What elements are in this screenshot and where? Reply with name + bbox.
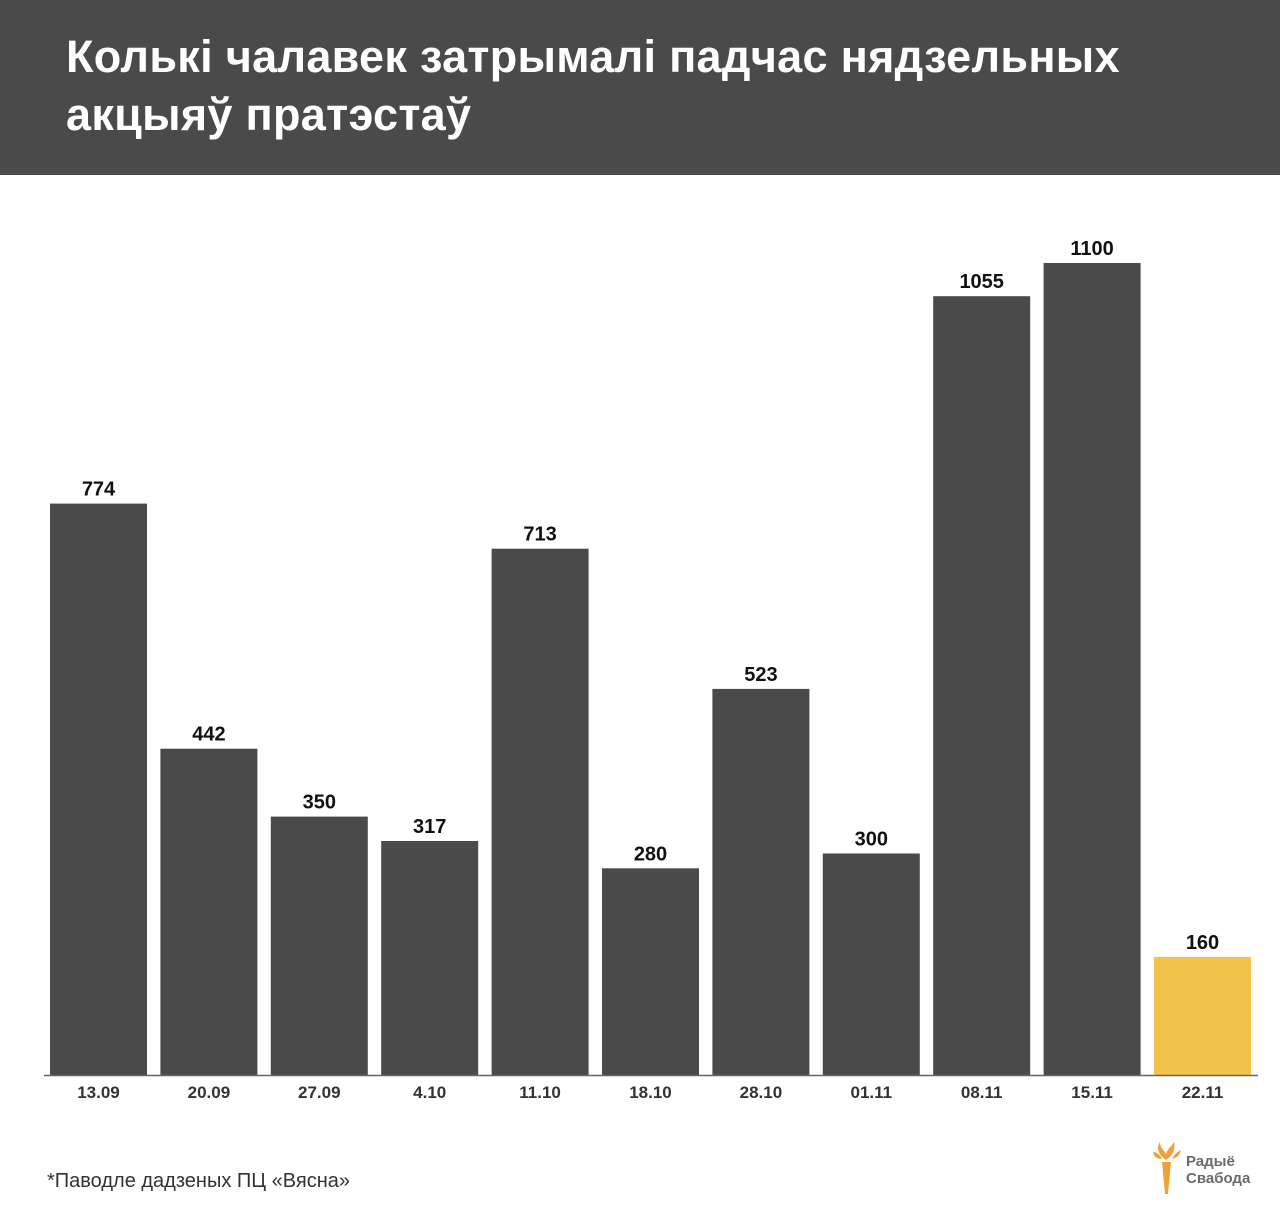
logo-line-2: Свабода [1186,1170,1251,1187]
logo-wordmark: Радыё Свабода [1186,1153,1250,1187]
x-tick-label-27.09: 27.09 [298,1083,341,1102]
source-footnote: *Паводле дадзеных ПЦ «Вясна» [47,1170,350,1192]
bar-27.09 [270,816,368,1075]
data-label-20.09: 442 [192,724,225,746]
bar-13.09 [50,503,147,1076]
bar-18.10 [602,868,699,1075]
data-label-11.10: 713 [523,524,556,546]
data-label-28.10: 523 [744,664,777,686]
torch-logo-icon [1153,1142,1181,1194]
x-tick-label-4.10: 4.10 [413,1083,446,1102]
x-tick-label-11.10: 11.10 [519,1083,561,1102]
bar-28.10 [712,688,810,1075]
data-label-27.09: 350 [303,792,336,814]
logo-line-1: Радыё [1186,1153,1235,1170]
data-label-01.11: 300 [855,829,888,851]
data-label-13.09: 774 [82,479,116,501]
bar-chart: 774 13.09 442 20.09 350 27.09 317 4.10 713 11.10 2… [0,175,1280,1135]
bar-11.10 [491,548,589,1075]
title-banner: Колькі чалавек затрымалі падчас нядзельн… [0,0,1280,175]
data-label-18.10: 280 [634,843,667,865]
bar-22.11 [1154,956,1251,1075]
x-tick-label-01.11: 01.11 [850,1083,892,1102]
bar-chart-svg: 774 13.09 442 20.09 350 27.09 317 4.10 713 11.10 2… [44,238,1258,1102]
x-tick-label-18.10: 18.10 [629,1083,672,1102]
x-tick-label-20.09: 20.09 [188,1083,231,1102]
data-label-4.10: 317 [413,816,446,838]
bar-20.09 [160,748,258,1075]
x-tick-label-22.11: 22.11 [1182,1083,1224,1102]
x-tick-label-28.10: 28.10 [740,1083,783,1102]
bar-4.10 [381,841,479,1075]
bar-08.11 [933,296,1031,1075]
data-label-22.11: 160 [1186,932,1219,954]
data-label-15.11: 1100 [1070,238,1113,260]
x-tick-label-08.11: 08.11 [961,1083,1003,1102]
x-tick-label-15.11: 15.11 [1071,1083,1113,1102]
bar-01.11 [822,853,920,1075]
x-tick-label-13.09: 13.09 [77,1083,120,1102]
chart-title: Колькі чалавек затрымалі падчас нядзельн… [66,31,1120,140]
data-label-08.11: 1055 [959,271,1004,293]
radio-svaboda-logo: Радыё Свабода [1148,1140,1268,1196]
bar-15.11 [1043,263,1141,1075]
